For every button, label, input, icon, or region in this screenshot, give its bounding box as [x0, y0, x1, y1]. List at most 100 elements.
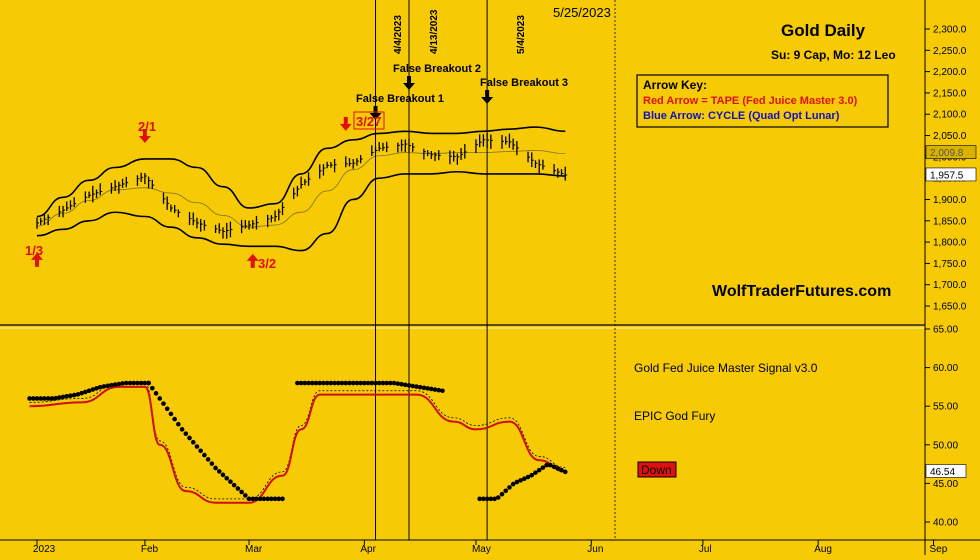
indicator-dot	[75, 392, 81, 397]
false-breakout-2-label: False Breakout 2	[393, 63, 481, 75]
indicator-dot	[324, 380, 330, 386]
indicator-dot	[187, 435, 192, 441]
indicator-dot	[376, 380, 382, 386]
vline-date-4-13: 4/13/2023	[429, 9, 440, 54]
price-tick-label: 1,850.0	[933, 216, 967, 227]
vline-date-4-4: 4/4/2023	[393, 15, 404, 54]
indicator-dot	[94, 386, 99, 391]
date-tick-label: Mar	[245, 544, 263, 555]
indicator-dot	[440, 388, 445, 394]
date-tick-label: Sep	[930, 544, 948, 555]
arrow-key-box	[636, 74, 889, 128]
indicator-dot	[146, 380, 151, 386]
indicator-dot	[235, 486, 241, 491]
indicator-dot	[34, 396, 40, 401]
middle-band	[36, 150, 566, 228]
indicator-tick-label: 55.00	[933, 402, 958, 413]
indicator-dot	[551, 464, 557, 470]
signal-badge	[637, 461, 677, 478]
indicator-dot	[302, 380, 308, 386]
indicator-dot	[164, 406, 170, 412]
breakout-arrows	[369, 76, 494, 120]
indicator-dot	[507, 485, 512, 490]
turn-arrows	[31, 116, 352, 268]
date-tick-label: Jul	[699, 544, 712, 555]
bollinger-bands	[36, 126, 566, 252]
price-tick-label: 2,050.0	[933, 131, 967, 142]
price-tick-label: 1,700.0	[933, 280, 967, 291]
chart-subtitle: Su: 9 Cap, Mo: 12 Leo	[771, 48, 896, 62]
price-badge	[925, 145, 977, 159]
indicator-dot	[64, 394, 70, 399]
indicator-tick-label: 50.00	[933, 440, 958, 451]
indicator-dot	[309, 380, 315, 386]
indicator-dot	[499, 491, 505, 497]
indicator-badge	[925, 464, 967, 478]
false-breakout-3-arrow	[481, 90, 494, 104]
indicator-dot	[83, 389, 88, 395]
indicator-dot	[354, 380, 360, 386]
indicator-dot	[533, 470, 538, 475]
indicator-dot	[45, 396, 51, 401]
indicator-dot	[343, 380, 349, 386]
indicator-dot	[261, 496, 267, 502]
indicator-dot	[112, 382, 118, 387]
date-tick-label: May	[472, 544, 491, 555]
date-tick-label: Feb	[141, 544, 159, 555]
indicator-dot	[49, 396, 55, 401]
indicator-dot	[79, 390, 84, 396]
indicator-tick-label: 45.00	[933, 479, 958, 490]
indicator-dot	[317, 380, 323, 386]
lower-band	[36, 170, 566, 252]
indicator-dot	[321, 380, 326, 386]
indicator-dot	[109, 382, 114, 388]
indicator-dot	[410, 383, 416, 389]
indicator-dot	[209, 461, 215, 466]
turn-arrow-2-1	[138, 129, 151, 144]
price-tick-label: 1,800.0	[933, 238, 967, 249]
turn-label-3-27: 3/27	[356, 114, 381, 129]
indicator-dot	[365, 380, 371, 386]
indicator-dot	[250, 496, 256, 502]
indicator-dot	[168, 411, 174, 417]
indicator-dot	[510, 481, 516, 487]
arrow-key-heading: Arrow Key:	[643, 78, 707, 92]
date-tick-label: Aug	[814, 544, 832, 555]
indicator-dot	[205, 457, 211, 462]
indicator-dot	[179, 427, 185, 432]
indicator-dot	[123, 380, 129, 386]
indicator-tick-label: 65.00	[933, 325, 958, 336]
indicator-dot	[373, 380, 378, 386]
indicator-dot	[157, 396, 163, 401]
turn-label-1-3: 1/3	[25, 243, 43, 258]
false-breakout-1-label: False Breakout 1	[356, 93, 444, 105]
indicator-dot	[269, 496, 274, 502]
indicator-dot	[391, 380, 397, 386]
price-tick-label: 2,250.0	[933, 46, 967, 57]
indicator-dot	[272, 496, 278, 502]
watermark: WolfTraderFutures.com	[712, 283, 891, 300]
indicator-dot	[388, 380, 393, 386]
indicator-dot	[488, 496, 494, 502]
price-badge-label: 2,009.8	[930, 148, 964, 159]
indicator-dot	[161, 401, 166, 406]
price-bars	[36, 132, 568, 239]
indicator-dot	[369, 380, 375, 386]
indicator-dot	[254, 496, 259, 502]
vline-date-5-4: 5/4/2023	[516, 15, 527, 54]
indicator-dot	[265, 496, 270, 502]
indicator-dot	[395, 381, 401, 386]
indicator-dot	[213, 465, 218, 471]
indicator-dot	[548, 462, 553, 468]
indicator-dot	[522, 476, 527, 482]
price-badge	[925, 167, 977, 182]
indicator-dot	[362, 380, 367, 386]
indicator-dot	[328, 380, 334, 386]
indicator-dot	[436, 387, 442, 393]
indicator-dot	[536, 467, 542, 473]
indicator-tick-label: 40.00	[933, 518, 958, 529]
indicator-dot	[176, 421, 181, 427]
indicator-dot	[525, 474, 531, 480]
indicator-dot	[224, 475, 230, 481]
